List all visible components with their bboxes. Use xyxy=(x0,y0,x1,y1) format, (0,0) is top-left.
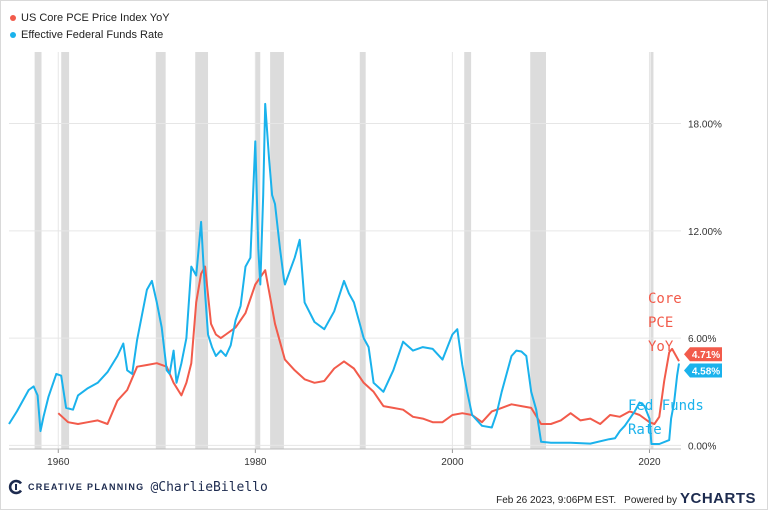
creative-planning-logo-icon xyxy=(8,479,23,495)
annotation-1-line-0: Fed Funds xyxy=(628,398,704,414)
annotation-0-line-1: PCE xyxy=(648,315,673,331)
footer-brand: CREATIVE PLANNING @CharlieBilello xyxy=(8,479,268,495)
x-tick-label-0: 1960 xyxy=(47,457,70,468)
legend-item-fed-funds[interactable]: Effective Federal Funds Rate xyxy=(10,26,170,43)
recession-band-7 xyxy=(464,52,472,449)
series-line-0 xyxy=(57,265,680,425)
end-value-label-1: 4.58% xyxy=(692,367,720,378)
powered-by: Powered by xyxy=(624,495,677,506)
footer-source: Feb 26 2023, 9:06PM EST. Powered by YCHA… xyxy=(496,490,756,507)
legend-dot-core-pce xyxy=(10,14,16,21)
x-tick-label-2: 2000 xyxy=(441,457,464,468)
x-tick-label-3: 2020 xyxy=(638,457,661,468)
annotation-1-line-1: Rate xyxy=(628,422,662,438)
recession-band-0 xyxy=(34,52,42,449)
legend: US Core PCE Price Index YoY Effective Fe… xyxy=(10,9,170,43)
end-tag-0 xyxy=(684,347,722,362)
end-value-label-0: 4.71% xyxy=(692,350,720,361)
recession-band-1 xyxy=(61,52,70,449)
y-tick-label-2: 12.00% xyxy=(688,227,722,238)
end-tag-1 xyxy=(684,363,722,378)
recession-band-2 xyxy=(155,52,166,449)
y-tick-label-3: 18.00% xyxy=(688,120,722,131)
recession-band-8 xyxy=(530,52,547,449)
series-line-1 xyxy=(8,102,680,445)
y-tick-label-0: 0.00% xyxy=(688,441,716,452)
ycharts-logo[interactable]: YCHARTS xyxy=(679,490,756,507)
legend-dot-fed-funds xyxy=(10,31,16,38)
recession-band-6 xyxy=(359,52,366,449)
recession-band-9 xyxy=(650,52,654,449)
brand-name: CREATIVE PLANNING xyxy=(28,482,145,492)
y-tick-label-1: 6.00% xyxy=(688,334,716,345)
x-tick-label-1: 1980 xyxy=(244,457,267,468)
recession-band-3 xyxy=(195,52,209,449)
timestamp: Feb 26 2023, 9:06PM EST. xyxy=(496,495,617,506)
author-handle: @CharlieBilello xyxy=(150,479,268,495)
legend-label-core-pce: US Core PCE Price Index YoY xyxy=(21,11,170,24)
legend-item-core-pce[interactable]: US Core PCE Price Index YoY xyxy=(10,9,170,26)
legend-label-fed-funds: Effective Federal Funds Rate xyxy=(21,28,164,41)
annotation-0-line-0: Core xyxy=(648,291,682,307)
annotation-0-line-2: YoY xyxy=(648,339,674,355)
recession-band-5 xyxy=(270,52,284,449)
